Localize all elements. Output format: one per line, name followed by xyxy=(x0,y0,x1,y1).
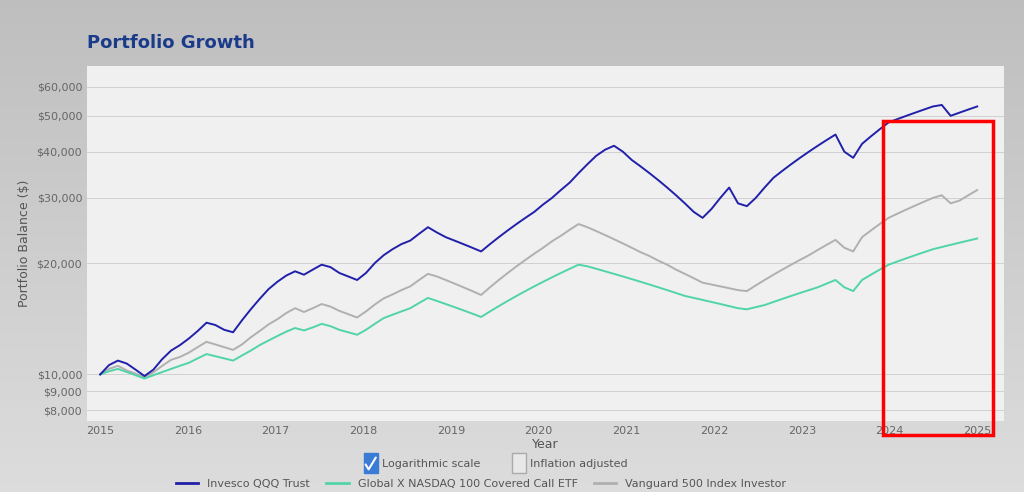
X-axis label: Year: Year xyxy=(531,438,559,451)
Y-axis label: Portfolio Balance ($): Portfolio Balance ($) xyxy=(18,180,31,307)
Bar xyxy=(512,453,526,473)
Legend: Invesco QQQ Trust, Global X NASDAQ 100 Covered Call ETF, Vanguard 500 Index Inve: Invesco QQQ Trust, Global X NASDAQ 100 C… xyxy=(171,474,791,492)
Text: Portfolio Growth: Portfolio Growth xyxy=(87,34,255,53)
Text: Logarithmic scale: Logarithmic scale xyxy=(382,460,480,469)
Text: Inflation adjusted: Inflation adjusted xyxy=(530,460,628,469)
Bar xyxy=(364,453,378,473)
